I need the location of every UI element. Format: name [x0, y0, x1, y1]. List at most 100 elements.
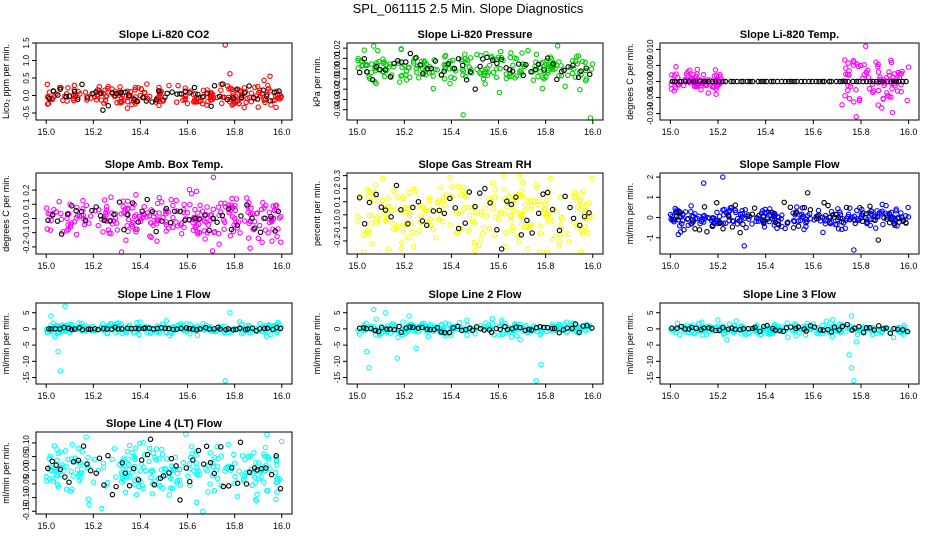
outlier-point — [406, 313, 412, 319]
data-point — [136, 483, 142, 490]
outlier-point — [227, 71, 233, 77]
data-point — [582, 59, 588, 66]
data-point — [749, 211, 756, 217]
data-point — [132, 325, 139, 331]
data-point — [174, 480, 180, 486]
x-tick-label: 15.8 — [537, 391, 555, 401]
data-point — [129, 221, 135, 228]
data-point — [116, 199, 123, 205]
data-point — [273, 458, 280, 465]
data-point — [525, 47, 531, 54]
data-point — [136, 440, 143, 446]
data-point — [875, 69, 882, 75]
outlier-point — [848, 365, 855, 371]
data-point — [225, 206, 232, 212]
data-point — [47, 227, 54, 233]
data-point — [768, 209, 775, 216]
data-point — [458, 56, 465, 62]
data-point — [677, 209, 684, 216]
data-point — [371, 197, 377, 203]
data-point — [241, 90, 248, 96]
outlier-point — [853, 339, 859, 345]
data-point — [192, 90, 199, 97]
data-point — [898, 210, 904, 216]
data-point — [584, 322, 590, 329]
data-point — [888, 59, 895, 66]
data-point — [479, 230, 486, 237]
data-point — [232, 207, 239, 214]
data-point — [846, 326, 853, 332]
data-point — [678, 323, 685, 330]
data-point — [801, 204, 808, 211]
data-point — [503, 229, 509, 236]
data-point — [57, 466, 64, 473]
data-point — [398, 245, 405, 252]
chart-title: Slope Line 1 Flow — [118, 289, 211, 301]
data-point — [71, 326, 78, 332]
outlier-point — [846, 352, 852, 358]
data-point — [889, 85, 895, 92]
data-point — [905, 64, 912, 70]
data-point — [765, 209, 772, 215]
data-point — [897, 71, 903, 77]
data-point — [393, 206, 399, 212]
data-point — [589, 61, 596, 67]
data-point — [163, 221, 170, 228]
data-point — [528, 197, 534, 204]
data-point — [50, 476, 56, 482]
x-tick-label: 15.8 — [537, 127, 555, 137]
data-point — [78, 208, 85, 215]
data-point — [549, 206, 556, 213]
data-point — [725, 326, 732, 332]
data-point — [768, 78, 774, 85]
x-tick-label: 15.8 — [226, 521, 244, 531]
data-point — [96, 84, 103, 90]
data-point — [517, 336, 523, 343]
data-point — [133, 228, 139, 235]
data-point — [490, 69, 497, 76]
data-point — [781, 199, 787, 206]
data-point — [899, 78, 906, 85]
outlier-point — [370, 306, 377, 313]
data-point — [382, 207, 389, 213]
data-point — [904, 97, 910, 104]
data-point — [277, 325, 284, 332]
data-point — [214, 326, 221, 333]
data-point — [561, 321, 568, 328]
data-point — [875, 87, 882, 94]
data-point — [62, 448, 69, 454]
data-point — [565, 72, 571, 79]
data-point — [512, 320, 518, 327]
data-point — [133, 445, 139, 451]
data-point — [554, 76, 560, 83]
data-point — [218, 87, 224, 93]
data-point — [787, 204, 794, 210]
data-point — [369, 76, 376, 83]
data-point — [237, 319, 243, 325]
data-point — [80, 443, 87, 449]
data-point — [50, 478, 57, 485]
data-point — [541, 67, 547, 73]
data-point — [176, 466, 183, 473]
data-point — [400, 196, 407, 202]
data-point — [197, 326, 203, 332]
data-point — [800, 327, 806, 333]
y-tick-label: 0.5 — [22, 72, 31, 84]
data-point — [221, 226, 227, 232]
data-point — [149, 490, 155, 497]
data-point — [186, 216, 192, 223]
data-point — [173, 463, 179, 469]
chart-title: Slope Amb. Box Temp. — [105, 159, 224, 171]
data-point — [71, 88, 78, 95]
data-point — [243, 481, 250, 487]
data-point — [676, 332, 683, 338]
data-point — [441, 197, 447, 203]
data-point — [788, 78, 794, 85]
data-point — [497, 210, 503, 216]
data-point — [558, 232, 564, 238]
data-point — [489, 57, 496, 64]
data-point — [484, 72, 491, 79]
data-point — [497, 48, 504, 55]
data-point — [819, 78, 826, 85]
